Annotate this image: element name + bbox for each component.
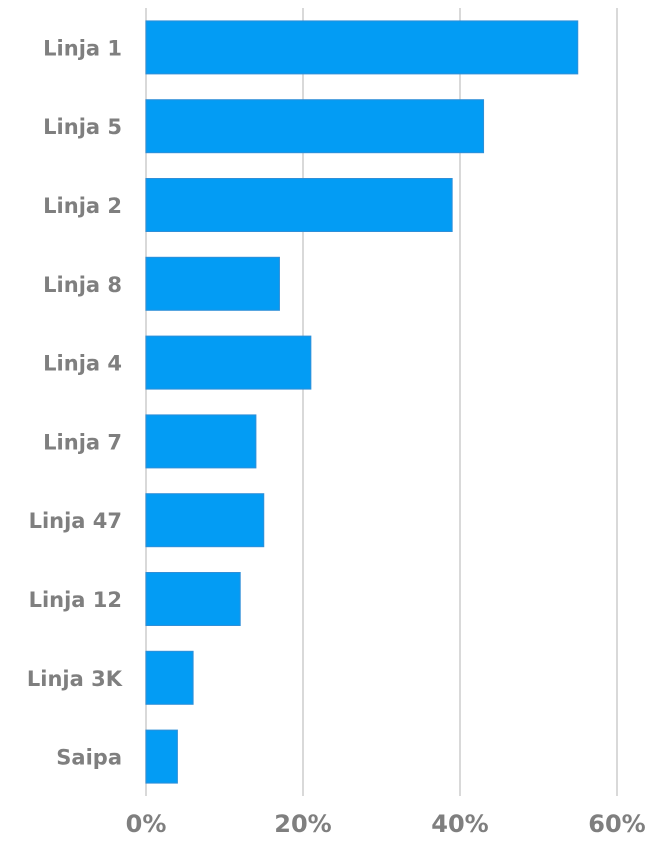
bar-linja-3k <box>146 651 193 704</box>
bar-linja-5 <box>146 100 484 153</box>
category-label: Linja 7 <box>43 430 122 454</box>
x-tick-label: 20% <box>274 810 331 838</box>
bar-linja-7 <box>146 415 256 468</box>
category-label: Linja 1 <box>43 36 122 60</box>
bar-linja-2 <box>146 179 452 232</box>
x-tick-label: 40% <box>431 810 488 838</box>
bar-saipa <box>146 730 177 783</box>
bar-linja-12 <box>146 573 240 626</box>
x-tick-label: 0% <box>126 810 167 838</box>
category-label: Saipa <box>56 746 122 770</box>
bar-linja-1 <box>146 21 578 74</box>
category-label: Linja 5 <box>43 115 122 139</box>
x-axis-tick-labels: 0% 20% 40% 60% <box>126 810 646 838</box>
bar-linja-47 <box>146 494 264 547</box>
category-label: Linja 2 <box>43 194 122 218</box>
category-label: Linja 4 <box>43 352 122 376</box>
bar-linja-4 <box>146 336 311 389</box>
bars <box>146 21 578 783</box>
category-label: Linja 47 <box>29 509 122 533</box>
x-tick-label: 60% <box>588 810 645 838</box>
category-label: Linja 12 <box>29 588 122 612</box>
bar-linja-8 <box>146 257 279 310</box>
category-label: Linja 8 <box>43 273 122 297</box>
category-labels: Linja 1 Linja 5 Linja 2 Linja 8 Linja 4 Linja… <box>27 36 123 769</box>
category-label: Linja 3K <box>27 667 123 691</box>
